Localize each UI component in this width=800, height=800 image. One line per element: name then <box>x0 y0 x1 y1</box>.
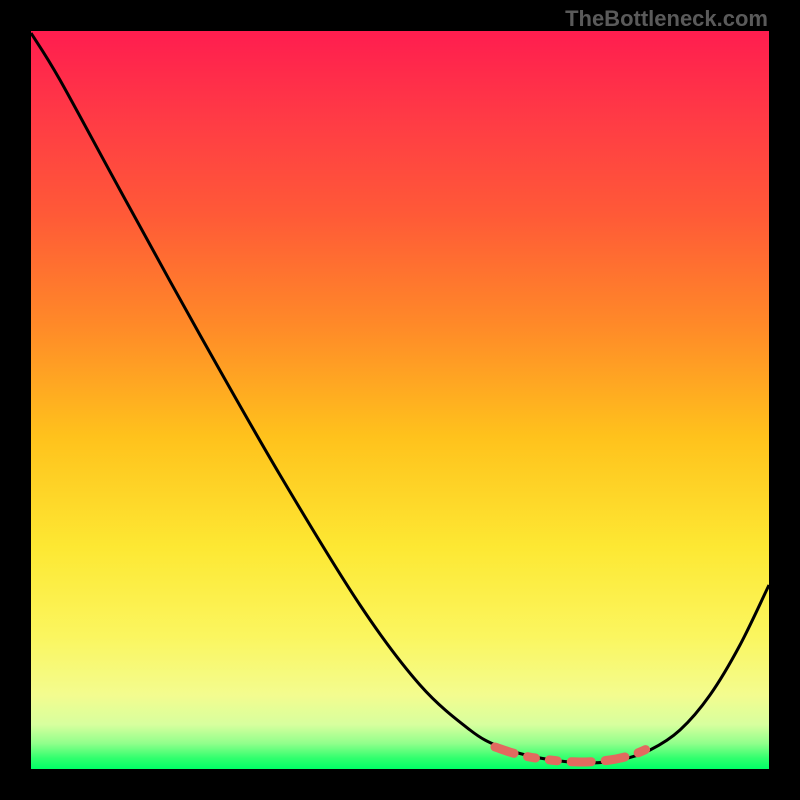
chart-svg <box>0 0 800 800</box>
bottleneck-curve <box>31 33 769 763</box>
chart-frame: TheBottleneck.com <box>0 0 800 800</box>
attribution-text: TheBottleneck.com <box>565 6 768 32</box>
plot-background <box>31 31 769 769</box>
optimal-range-marker <box>495 745 655 762</box>
